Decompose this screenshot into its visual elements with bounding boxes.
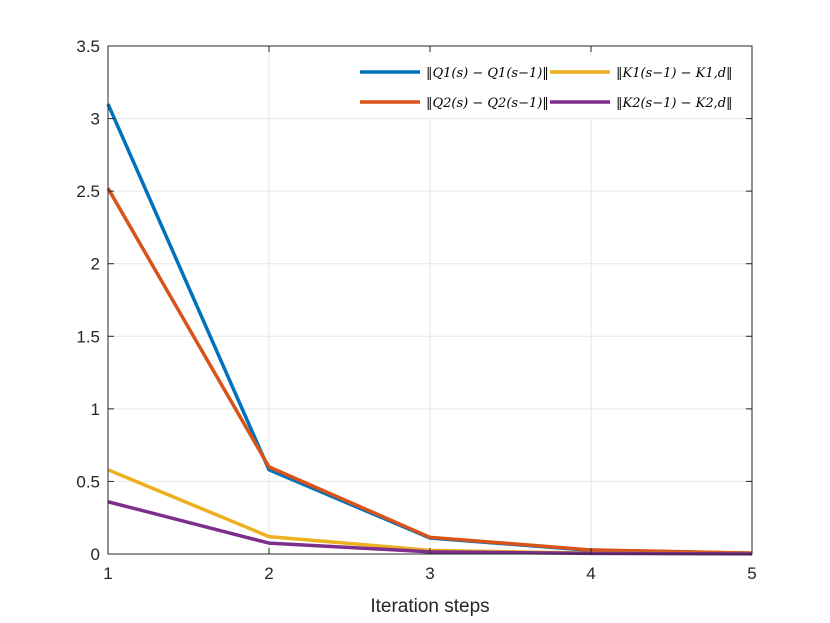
y-tick-label: 1.5 (76, 327, 100, 346)
x-tick-label: 1 (103, 564, 112, 583)
legend-label-3: ‖K1(s−1) − K1,d‖ (616, 66, 733, 81)
y-tick-label: 3.5 (76, 37, 100, 56)
y-tick-label: 0 (91, 545, 100, 564)
y-tick-label: 1 (91, 400, 100, 419)
legend-label-2: ‖Q2(s) − Q2(s−1)‖ (426, 96, 549, 111)
series-line-2 (106, 187, 753, 555)
legend: ‖Q1(s) − Q1(s−1)‖ ‖Q2(s) − Q2(s−1)‖ ‖K1(s−… (356, 56, 750, 118)
y-tick-label: 2.5 (76, 182, 100, 201)
x-tick-label: 3 (425, 564, 434, 583)
x-tick-label: 2 (264, 564, 273, 583)
y-tick-label: 0.5 (76, 472, 100, 491)
x-tick-label: 4 (586, 564, 595, 583)
y-tick-label: 2 (91, 255, 100, 274)
legend-box (356, 56, 750, 118)
y-tick-label: 3 (91, 110, 100, 129)
x-axis-label: Iteration steps (370, 596, 489, 617)
legend-label-1: ‖Q1(s) − Q1(s−1)‖ (426, 66, 549, 81)
x-tick-label: 5 (747, 564, 756, 583)
ticks: 1 2 3 4 5 0 0.5 1 1.5 2 2.5 3 3.5 (76, 37, 756, 583)
legend-label-4: ‖K2(s−1) − K2,d‖ (616, 96, 733, 111)
